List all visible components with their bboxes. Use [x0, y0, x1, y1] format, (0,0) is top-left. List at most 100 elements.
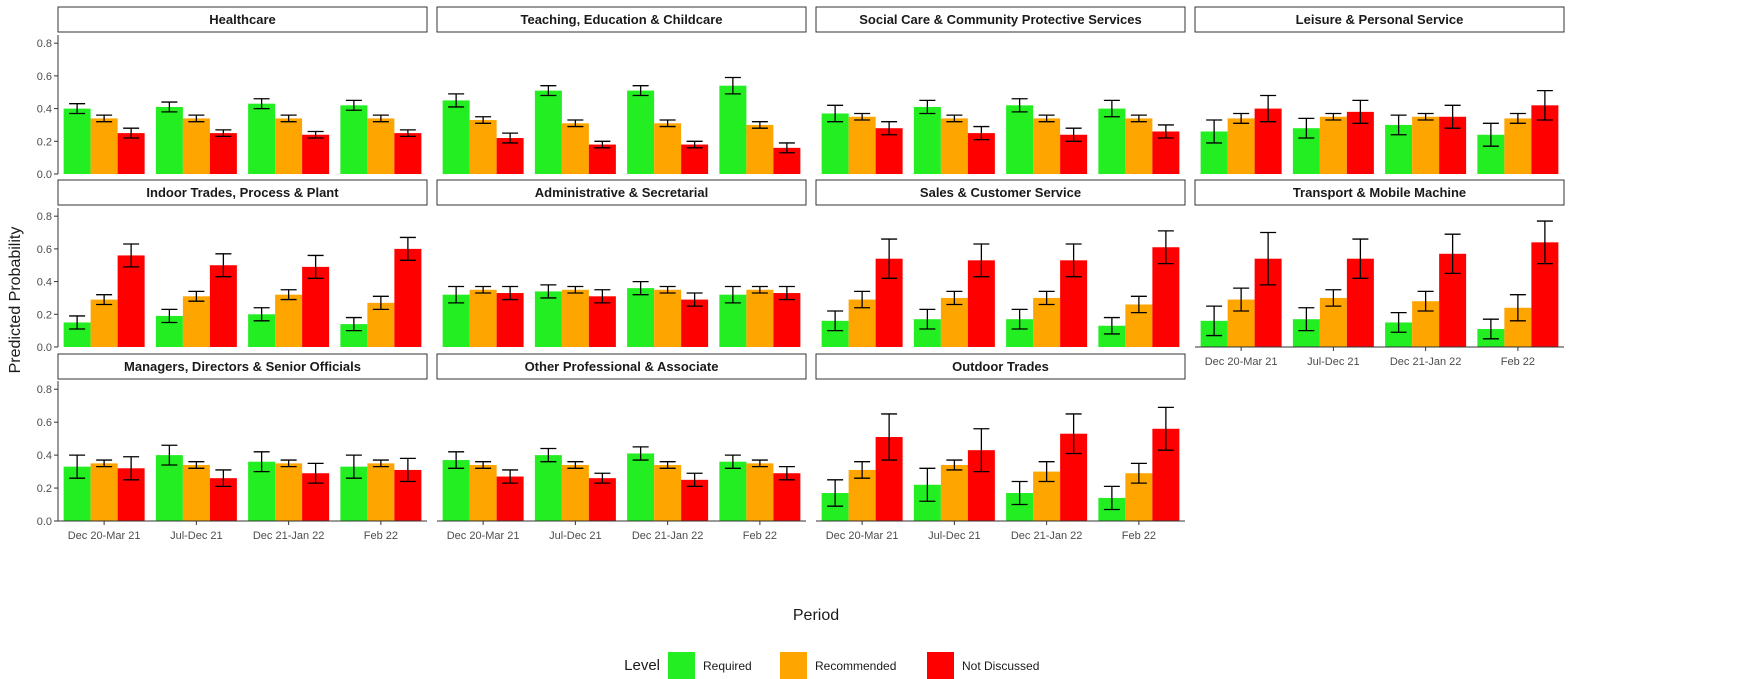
panel-transport-mobile-machine: Transport & Mobile Machine Dec 20-Mar 21 J… — [1194, 179, 1565, 368]
bar-recommended — [940, 118, 968, 174]
bar-recommended — [1227, 118, 1255, 174]
bar-recommended — [275, 118, 303, 174]
panel-title: Leisure & Personal Service — [1296, 12, 1464, 27]
x-tick-label: Jul-Dec 21 — [549, 530, 602, 542]
panel-title: Teaching, Education & Childcare — [520, 12, 722, 27]
bar-recommended — [1504, 118, 1532, 174]
y-tick-label: 0.0 — [37, 169, 52, 181]
bar-recommended — [1033, 118, 1061, 174]
x-tick-label: Dec 20-Mar 21 — [826, 530, 899, 542]
panel-title: Indoor Trades, Process & Plant — [146, 185, 339, 200]
x-tick-label: Jul-Dec 21 — [170, 530, 223, 542]
legend-label: Recommended — [815, 659, 896, 673]
bar-recommended — [469, 465, 497, 521]
x-tick-label: Jul-Dec 21 — [928, 530, 981, 542]
bar-recommended — [654, 465, 682, 521]
legend-title: Level — [624, 657, 660, 674]
bar-required — [1006, 105, 1034, 174]
bar-required — [1098, 325, 1126, 347]
x-tick-label: Dec 21-Jan 22 — [632, 530, 704, 542]
bar-not-discussed — [681, 299, 709, 347]
legend-swatch-required — [668, 652, 695, 679]
legend-swatch-not-discussed — [927, 652, 954, 679]
bar-recommended — [182, 118, 210, 174]
panel-teaching-education-childcare: Teaching, Education & Childcare — [436, 6, 807, 174]
x-tick-label: Dec 21-Jan 22 — [1011, 530, 1083, 542]
bar-required — [913, 106, 941, 174]
panel-outdoor-trades: Outdoor Trades Dec 20-Mar 21 Jul-Dec 21 Dec… — [815, 353, 1186, 542]
x-tick-label: Feb 22 — [364, 530, 398, 542]
bar-recommended — [1412, 116, 1440, 174]
bar-required — [1098, 108, 1126, 174]
panel-title: Administrative & Secretarial — [535, 185, 708, 200]
panel-title: Sales & Customer Service — [920, 185, 1081, 200]
bar-required — [534, 90, 562, 174]
bar-recommended — [654, 123, 682, 174]
panels-group: Healthcare 0.0 0.2 0.4 0.6 0.8 Teaching, Educa… — [37, 6, 1565, 542]
bar-not-discussed — [681, 144, 709, 174]
bar-recommended — [940, 297, 968, 347]
bar-recommended — [654, 289, 682, 347]
panel-strip — [57, 6, 428, 33]
bar-required — [442, 100, 470, 174]
bar-recommended — [561, 465, 589, 521]
bar-not-discussed — [117, 255, 145, 347]
bar-recommended — [746, 124, 774, 174]
bar-recommended — [90, 463, 118, 521]
legend-label: Not Discussed — [962, 659, 1039, 673]
bar-required — [627, 90, 655, 174]
x-tick-label: Dec 20-Mar 21 — [68, 530, 141, 542]
x-tick-label: Dec 21-Jan 22 — [253, 530, 325, 542]
bar-recommended — [275, 294, 303, 347]
panel-strip — [1194, 179, 1565, 206]
y-tick-label: 0.0 — [37, 342, 52, 354]
bar-recommended — [1125, 118, 1153, 174]
bar-not-discussed — [209, 133, 237, 174]
panel-strip — [436, 179, 807, 206]
bar-recommended — [1033, 297, 1061, 347]
panel-indoor-trades-process-plant: Indoor Trades, Process & Plant 0.0 0.2 0.4 0… — [37, 179, 428, 354]
bar-required — [340, 324, 368, 347]
bar-recommended — [469, 289, 497, 347]
bar-not-discussed — [773, 473, 801, 521]
panel-other-professional-associate: Other Professional & Associate Dec 20-Mar… — [436, 353, 807, 542]
x-tick-label: Feb 22 — [1501, 356, 1535, 368]
bar-required — [340, 105, 368, 174]
bar-required — [627, 288, 655, 347]
bar-not-discussed — [773, 293, 801, 347]
y-tick-label: 0.8 — [37, 384, 52, 396]
panel-title: Transport & Mobile Machine — [1293, 185, 1466, 200]
bar-recommended — [746, 463, 774, 521]
bar-required — [534, 291, 562, 347]
panel-strip — [815, 353, 1186, 380]
x-tick-label: Feb 22 — [1122, 530, 1156, 542]
y-tick-label: 0.6 — [37, 244, 52, 256]
bar-not-discussed — [496, 293, 524, 347]
y-axis-title: Predicted Probability — [7, 227, 24, 374]
bar-recommended — [1319, 116, 1347, 174]
panel-strip — [815, 6, 1186, 33]
panel-strip — [815, 179, 1186, 206]
panel-title: Healthcare — [209, 12, 275, 27]
y-tick-label: 0.2 — [37, 136, 52, 148]
bar-not-discussed — [588, 144, 616, 174]
bar-not-discussed — [588, 296, 616, 347]
bar-required — [248, 103, 276, 174]
bar-not-discussed — [394, 133, 422, 174]
bar-not-discussed — [209, 265, 237, 347]
y-tick-label: 0.4 — [37, 104, 52, 116]
x-tick-label: Jul-Dec 21 — [1307, 356, 1360, 368]
bar-recommended — [367, 302, 395, 347]
y-tick-label: 0.2 — [37, 309, 52, 321]
y-tick-label: 0.2 — [37, 483, 52, 495]
y-tick-label: 0.4 — [37, 277, 52, 289]
bar-recommended — [90, 118, 118, 174]
bar-recommended — [275, 463, 303, 521]
panel-strip — [57, 353, 428, 380]
bar-not-discussed — [302, 266, 330, 347]
bar-required — [534, 455, 562, 521]
bar-recommended — [848, 116, 876, 174]
panel-strip — [436, 6, 807, 33]
bar-required — [719, 461, 747, 521]
bar-recommended — [940, 465, 968, 521]
